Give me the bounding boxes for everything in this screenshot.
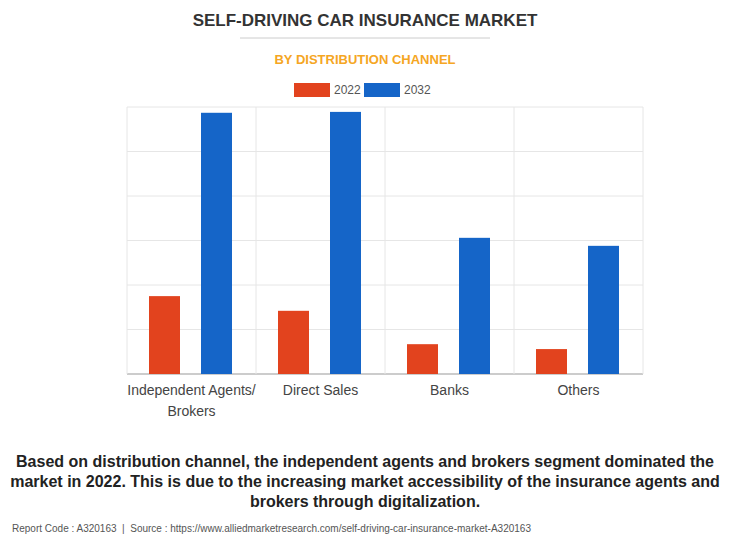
- band-separator: [256, 107, 257, 374]
- legend-swatch: [364, 83, 400, 97]
- legend-label: 2032: [404, 83, 431, 97]
- title: SELF-DRIVING CAR INSURANCE MARKET: [193, 11, 538, 30]
- band-separator: [514, 107, 515, 374]
- band-separator: [385, 107, 386, 374]
- caption: Based on distribution channel, the indep…: [10, 452, 720, 512]
- x-tick-label: Direct Sales: [251, 380, 391, 401]
- footer: Report Code : A320163 | Source : https:/…: [12, 523, 722, 534]
- bar: [149, 296, 180, 374]
- subtitle: BY DISTRIBUTION CHANNEL: [274, 52, 455, 67]
- band-separator: [643, 107, 644, 374]
- bar: [407, 344, 438, 374]
- x-tick-label: Independent Agents/ Brokers: [122, 380, 262, 422]
- title-divider: [240, 38, 490, 39]
- bar: [588, 246, 619, 374]
- legend-label: 2022: [334, 83, 361, 97]
- bar: [201, 113, 232, 374]
- x-tick-label: Others: [509, 380, 649, 401]
- x-tick-label: Banks: [380, 380, 520, 401]
- bar: [330, 112, 361, 374]
- band-separator: [127, 107, 128, 374]
- bar: [278, 311, 309, 374]
- bar: [459, 238, 490, 374]
- legend-swatch: [294, 83, 330, 97]
- bar: [536, 349, 567, 374]
- bars: [149, 112, 619, 374]
